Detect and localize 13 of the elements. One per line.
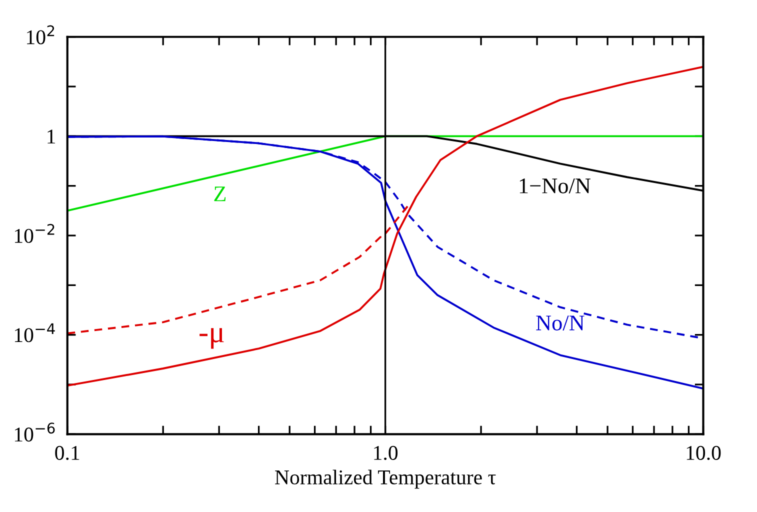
series-label: Z	[214, 186, 226, 202]
x-tick-label: 1.0	[374, 446, 398, 460]
y-tick-label: 1	[48, 130, 56, 144]
y-tick-label: 10$^{−4}$	[14, 323, 55, 342]
x-tick-label: 10.0	[686, 446, 721, 460]
x-axis-title: Normalized Temperature τ	[275, 470, 496, 489]
series-label: -μ	[200, 328, 224, 349]
x-tick-label: 0.1	[55, 446, 80, 460]
series-label: 1−No/N	[520, 178, 590, 194]
y-tick-label: 10$^{−2}$	[14, 224, 54, 243]
series-label: No/N	[536, 316, 584, 330]
y-tick-label: 10$^{2}$	[27, 25, 54, 44]
y-tick-label: 10$^{−6}$	[14, 422, 55, 442]
